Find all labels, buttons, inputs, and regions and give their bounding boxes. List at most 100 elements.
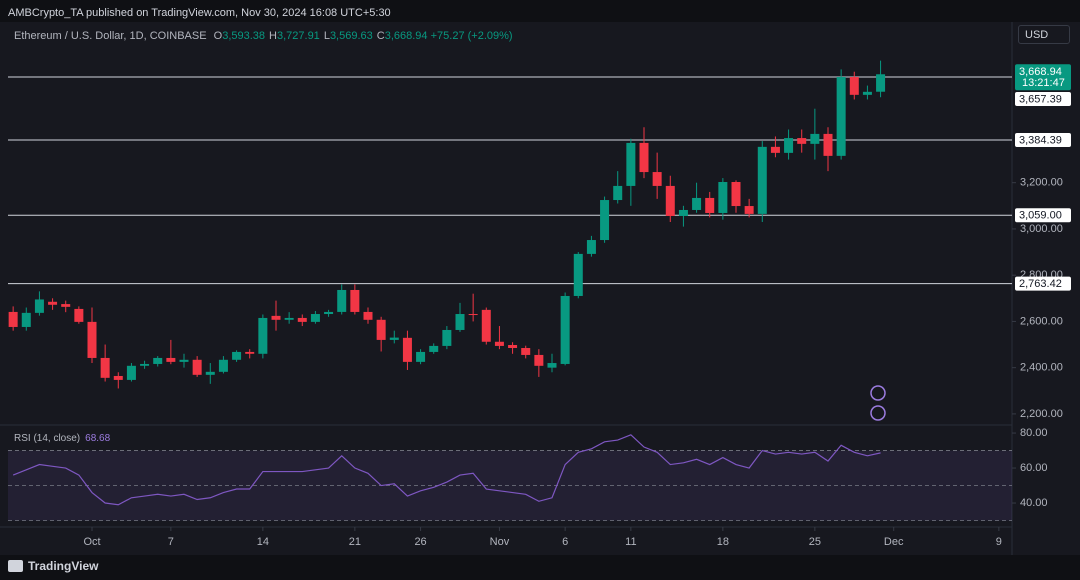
x-tick-label: 14 [257,536,269,548]
candle-body [744,206,754,214]
x-tick-label: 21 [349,536,361,548]
symbol-legend: Ethereum / U.S. Dollar, 1D, COINBASE O3,… [14,30,513,42]
level-label-box [1015,276,1071,291]
candle-body [87,321,97,358]
symbol: Ethereum / U.S. Dollar, 1D, COINBASE [14,30,207,42]
candle-body [797,138,807,144]
candle-body [508,345,518,349]
candle-body [678,209,688,216]
candle-body [849,77,859,95]
candle-body [324,311,334,315]
candle-body [718,181,728,213]
candle-body [494,341,504,346]
level-label: 2,763.42 [1019,278,1062,290]
x-tick-label: 6 [562,536,568,548]
candle-body [34,299,44,313]
ohlc-value: 3,668.94 [384,30,428,42]
candle-body [113,375,123,380]
brand-logo [8,560,23,572]
x-tick-label: 26 [414,536,426,548]
candle-body [823,133,833,156]
level-label-box [1015,133,1071,148]
candle-body [757,146,767,214]
candle-body [140,363,150,366]
candle-body [770,146,780,153]
level-label: 3,384.39 [1019,134,1062,146]
candle-body [731,181,741,207]
candle-body [245,351,255,354]
y-tick-label: 2,200.00 [1020,408,1063,420]
last-price-box [1015,64,1071,91]
rsi-legend: RSI (14, close) 68.68 [14,433,110,444]
icon[interactable] [870,405,886,421]
level-label: 3,059.00 [1019,210,1062,222]
candle-body [416,351,426,362]
rsi-value: 68.68 [85,433,111,444]
x-tick-label: 25 [809,536,821,548]
candle-body [442,329,452,346]
candle-body [271,315,281,320]
candle-body [626,142,636,186]
candle-body [258,317,268,354]
candle-body [192,359,202,375]
candle-body [784,138,794,153]
candle-body [836,77,846,156]
x-tick-label: 7 [168,536,174,548]
candle-body [665,185,675,216]
ohlc-value: 3,593.38 [222,30,266,42]
top-strip [0,0,1080,22]
candle-body [481,309,491,342]
candle-body [429,345,439,352]
candle-body [8,311,18,327]
candle-body [534,354,544,366]
candle-body [310,314,320,322]
candle-body [61,304,71,307]
candle-body [876,74,886,92]
x-tick-label: Nov [490,536,510,548]
candle-body [692,197,702,210]
candle-body [350,289,360,312]
y-tick-label: 3,000.00 [1020,223,1063,235]
publisher: AMBCrypto_TA published on TradingView.co… [8,7,391,19]
candle-body [521,348,531,355]
candle-body [560,295,570,364]
candle-body [100,357,110,378]
candle-body [218,359,228,372]
candle-body [153,357,163,364]
rsi-line [12,434,881,506]
candle-body [179,359,189,362]
candle-body [363,311,373,320]
ohlc-key: L [323,30,330,42]
rsi-title: RSI (14, close) [14,433,81,444]
candle-body [586,240,596,254]
countdown: 13:21:47 [1022,77,1065,89]
candle-body [337,289,347,312]
bottom-strip [0,555,1080,580]
ohlc: O3,593.38 H3,727.91 L3,569.63 C3,668.94 [210,30,428,42]
candle-body [205,371,215,375]
change: +75.27 (+2.09%) [430,30,513,42]
candle-body [232,351,242,360]
y-tick-label: 3,200.00 [1020,177,1063,189]
y-tick-label: 2,400.00 [1020,362,1063,374]
candle-body [573,253,583,296]
x-tick-label: 9 [996,536,1002,548]
candle-body [810,133,820,144]
brand: TradingView [28,559,99,573]
candle-body [547,363,557,368]
candle-body [376,319,386,340]
y-tick-label: 2,600.00 [1020,315,1063,327]
ohlc-key: O [213,30,223,42]
rsi-tick-label: 80.00 [1020,427,1048,439]
candle-body [402,337,412,362]
candle-body [297,317,307,322]
candle-body [600,200,610,241]
currency[interactable]: USD [1018,25,1070,44]
candle-body [639,142,649,173]
candle-body [389,337,399,340]
candle-body [21,312,31,327]
icon[interactable] [870,385,886,401]
rsi-tick-label: 40.00 [1020,497,1048,509]
